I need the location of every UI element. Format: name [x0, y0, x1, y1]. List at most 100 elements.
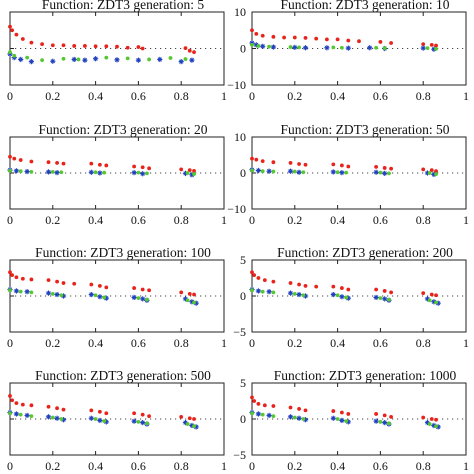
data-point-red [140, 287, 145, 292]
data-point-red [132, 411, 137, 416]
x-tick-label: 0.8 [416, 336, 431, 350]
data-point-red [61, 281, 66, 285]
data-point-red [29, 403, 34, 408]
data-point-red [288, 281, 293, 285]
data-point-green [434, 46, 438, 51]
data-point-red [288, 161, 293, 165]
data-point-red [256, 276, 261, 280]
data-point-green [8, 411, 12, 416]
x-tick-label: 1 [463, 89, 469, 103]
data-point-green [145, 297, 149, 302]
marker-stroke [431, 423, 437, 428]
chart-panel: Function: ZDT3 generation: 200 0 0.2 0.4 0.6… [233, 245, 469, 350]
data-point-red [29, 40, 34, 45]
data-point-red [140, 412, 145, 417]
data-point-blue [140, 171, 146, 177]
data-point-blue [13, 168, 20, 174]
data-point-red [61, 43, 66, 48]
chart-panel: Function: ZDT3 generation: 100 0 0.2 0.4 0.6… [7, 245, 227, 350]
y-tick-label: −10 [227, 202, 246, 216]
marker-stroke [14, 411, 19, 417]
data-point-red [89, 161, 94, 166]
data-point-blue [24, 168, 30, 175]
data-point-red [335, 37, 340, 42]
x-tick-label: 0.4 [88, 459, 103, 473]
data-point-blue [373, 418, 379, 424]
marker-stroke [131, 295, 137, 300]
data-point-red [192, 417, 196, 421]
marker-stroke [97, 294, 103, 299]
marker-stroke [346, 419, 351, 425]
chart-panel: Function: ZDT3 generation: 500 0 0.2 0.4 0.6… [7, 368, 227, 473]
marker-stroke [89, 170, 94, 175]
data-point-blue [339, 170, 345, 176]
data-point-green [271, 414, 276, 419]
marker-stroke [303, 45, 308, 50]
x-tick-label: 1 [221, 336, 227, 350]
data-point-green [292, 291, 297, 296]
marker-stroke [54, 292, 60, 297]
marker-stroke [292, 45, 297, 50]
y-tick-label: 0 [240, 289, 246, 303]
data-point-red [89, 282, 94, 287]
x-tick-label: 0.2 [287, 213, 302, 227]
x-tick-label: 0.4 [88, 336, 103, 350]
data-point-green [104, 55, 109, 60]
marker-stroke [24, 289, 30, 294]
marker-stroke [50, 59, 55, 64]
data-point-red [132, 164, 137, 169]
data-point-red [97, 409, 102, 414]
marker-stroke [266, 413, 272, 418]
data-point-red [331, 284, 336, 289]
marker-stroke [367, 45, 372, 50]
marker-stroke [266, 289, 272, 294]
data-point-red [256, 401, 261, 406]
data-point-red [125, 45, 130, 50]
data-point-red [136, 45, 141, 49]
marker-stroke [288, 290, 293, 296]
marker-stroke [382, 171, 387, 176]
data-point-red [429, 292, 434, 297]
data-point-red [192, 168, 196, 173]
data-point-green [147, 57, 152, 62]
data-point-green [136, 419, 141, 424]
marker-stroke [24, 169, 30, 174]
data-point-red [104, 44, 109, 49]
data-point-red [421, 415, 426, 420]
data-point-blue [18, 56, 24, 63]
data-point-red [297, 162, 301, 166]
y-tick-label: 5 [240, 253, 246, 267]
chart-title: Function: ZDT3 generation: 500 [35, 368, 211, 383]
data-point-blue [255, 288, 262, 294]
marker-stroke [303, 293, 308, 299]
data-point-blue [302, 45, 309, 51]
data-point-green [50, 291, 55, 296]
marker-stroke [296, 416, 302, 421]
data-point-green [427, 298, 432, 303]
data-point-green [387, 297, 391, 302]
data-point-red [72, 44, 77, 48]
data-point-red [115, 44, 119, 49]
data-point-green [335, 170, 340, 175]
data-point-green [250, 168, 254, 173]
data-point-red [346, 38, 351, 43]
data-point-red [374, 287, 379, 292]
marker-stroke [46, 169, 51, 175]
data-point-red [192, 50, 196, 55]
data-point-red [72, 281, 77, 286]
data-point-green [18, 169, 23, 174]
x-tick-label: 0 [249, 213, 255, 227]
data-point-red [61, 407, 66, 412]
x-tick-label: 0.8 [174, 459, 189, 473]
data-point-red [14, 32, 19, 37]
marker-stroke [346, 296, 351, 301]
data-point-blue [324, 45, 330, 51]
data-point-green [378, 296, 383, 301]
data-point-red [89, 408, 94, 413]
x-tick-label: 0.2 [45, 459, 60, 473]
data-point-blue [24, 412, 30, 418]
data-point-red [271, 279, 276, 284]
data-point-blue [339, 294, 345, 300]
chart-title: Function: ZDT3 generation: 5 [42, 0, 205, 12]
data-point-red [83, 44, 87, 48]
